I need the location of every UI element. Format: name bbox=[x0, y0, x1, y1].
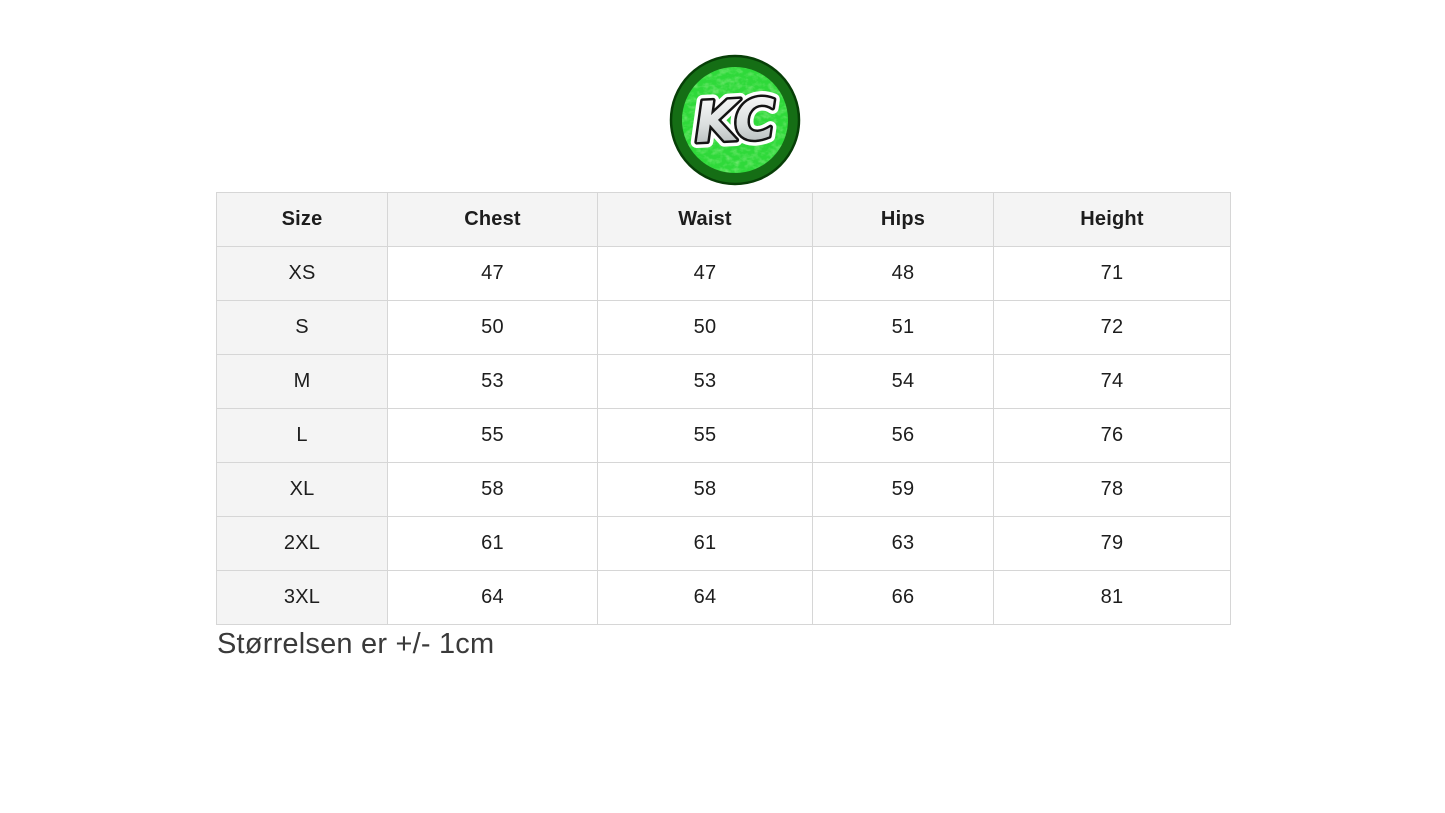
measurement-cell: 64 bbox=[597, 570, 813, 625]
column-header-height: Height bbox=[993, 192, 1231, 247]
size-cell: XL bbox=[216, 462, 388, 517]
measurement-cell: 63 bbox=[812, 516, 994, 571]
table-header-row: Size Chest Waist Hips Height bbox=[216, 192, 1231, 247]
size-cell: XS bbox=[216, 246, 388, 301]
measurement-cell: 53 bbox=[387, 354, 598, 409]
measurement-cell: 78 bbox=[993, 462, 1231, 517]
table-row: M 53 53 54 74 bbox=[216, 354, 1231, 409]
measurement-cell: 58 bbox=[387, 462, 598, 517]
column-header-waist: Waist bbox=[597, 192, 813, 247]
table-row: S 50 50 51 72 bbox=[216, 300, 1231, 355]
table-row: 3XL 64 64 66 81 bbox=[216, 570, 1231, 625]
size-chart-table-wrap: Size Chest Waist Hips Height XS 47 47 48 71 S… bbox=[216, 192, 1231, 625]
measurement-cell: 74 bbox=[993, 354, 1231, 409]
measurement-cell: 47 bbox=[597, 246, 813, 301]
measurement-cell: 53 bbox=[597, 354, 813, 409]
logo-letters: KC KC bbox=[687, 81, 783, 162]
size-tolerance-note: Størrelsen er +/- 1cm bbox=[217, 628, 495, 660]
measurement-cell: 79 bbox=[993, 516, 1231, 571]
measurement-cell: 66 bbox=[812, 570, 994, 625]
size-cell: 3XL bbox=[216, 570, 388, 625]
column-header-size: Size bbox=[216, 192, 388, 247]
size-cell: 2XL bbox=[216, 516, 388, 571]
measurement-cell: 81 bbox=[993, 570, 1231, 625]
size-cell: M bbox=[216, 354, 388, 409]
measurement-cell: 55 bbox=[597, 408, 813, 463]
measurement-cell: 76 bbox=[993, 408, 1231, 463]
table-row: L 55 55 56 76 bbox=[216, 408, 1231, 463]
measurement-cell: 48 bbox=[812, 246, 994, 301]
measurement-cell: 72 bbox=[993, 300, 1231, 355]
measurement-cell: 51 bbox=[812, 300, 994, 355]
logo-face-texture bbox=[682, 67, 788, 173]
column-header-chest: Chest bbox=[387, 192, 598, 247]
measurement-cell: 59 bbox=[812, 462, 994, 517]
measurement-cell: 61 bbox=[387, 516, 598, 571]
size-cell: S bbox=[216, 300, 388, 355]
logo-letter-text: KC bbox=[693, 87, 777, 156]
brand-logo: KC KC bbox=[669, 54, 801, 186]
measurement-cell: 71 bbox=[993, 246, 1231, 301]
measurement-cell: 56 bbox=[812, 408, 994, 463]
measurement-cell: 58 bbox=[597, 462, 813, 517]
measurement-cell: 55 bbox=[387, 408, 598, 463]
size-cell: L bbox=[216, 408, 388, 463]
table-row: XS 47 47 48 71 bbox=[216, 246, 1231, 301]
table-row: 2XL 61 61 63 79 bbox=[216, 516, 1231, 571]
measurement-cell: 64 bbox=[387, 570, 598, 625]
kc-logo-icon: KC KC bbox=[669, 54, 801, 186]
measurement-cell: 61 bbox=[597, 516, 813, 571]
logo-letter-halo: KC bbox=[693, 87, 777, 156]
measurement-cell: 50 bbox=[387, 300, 598, 355]
table-row: XL 58 58 59 78 bbox=[216, 462, 1231, 517]
measurement-cell: 50 bbox=[597, 300, 813, 355]
measurement-cell: 47 bbox=[387, 246, 598, 301]
column-header-hips: Hips bbox=[812, 192, 994, 247]
size-chart-table: Size Chest Waist Hips Height XS 47 47 48 71 S… bbox=[216, 192, 1231, 625]
measurement-cell: 54 bbox=[812, 354, 994, 409]
